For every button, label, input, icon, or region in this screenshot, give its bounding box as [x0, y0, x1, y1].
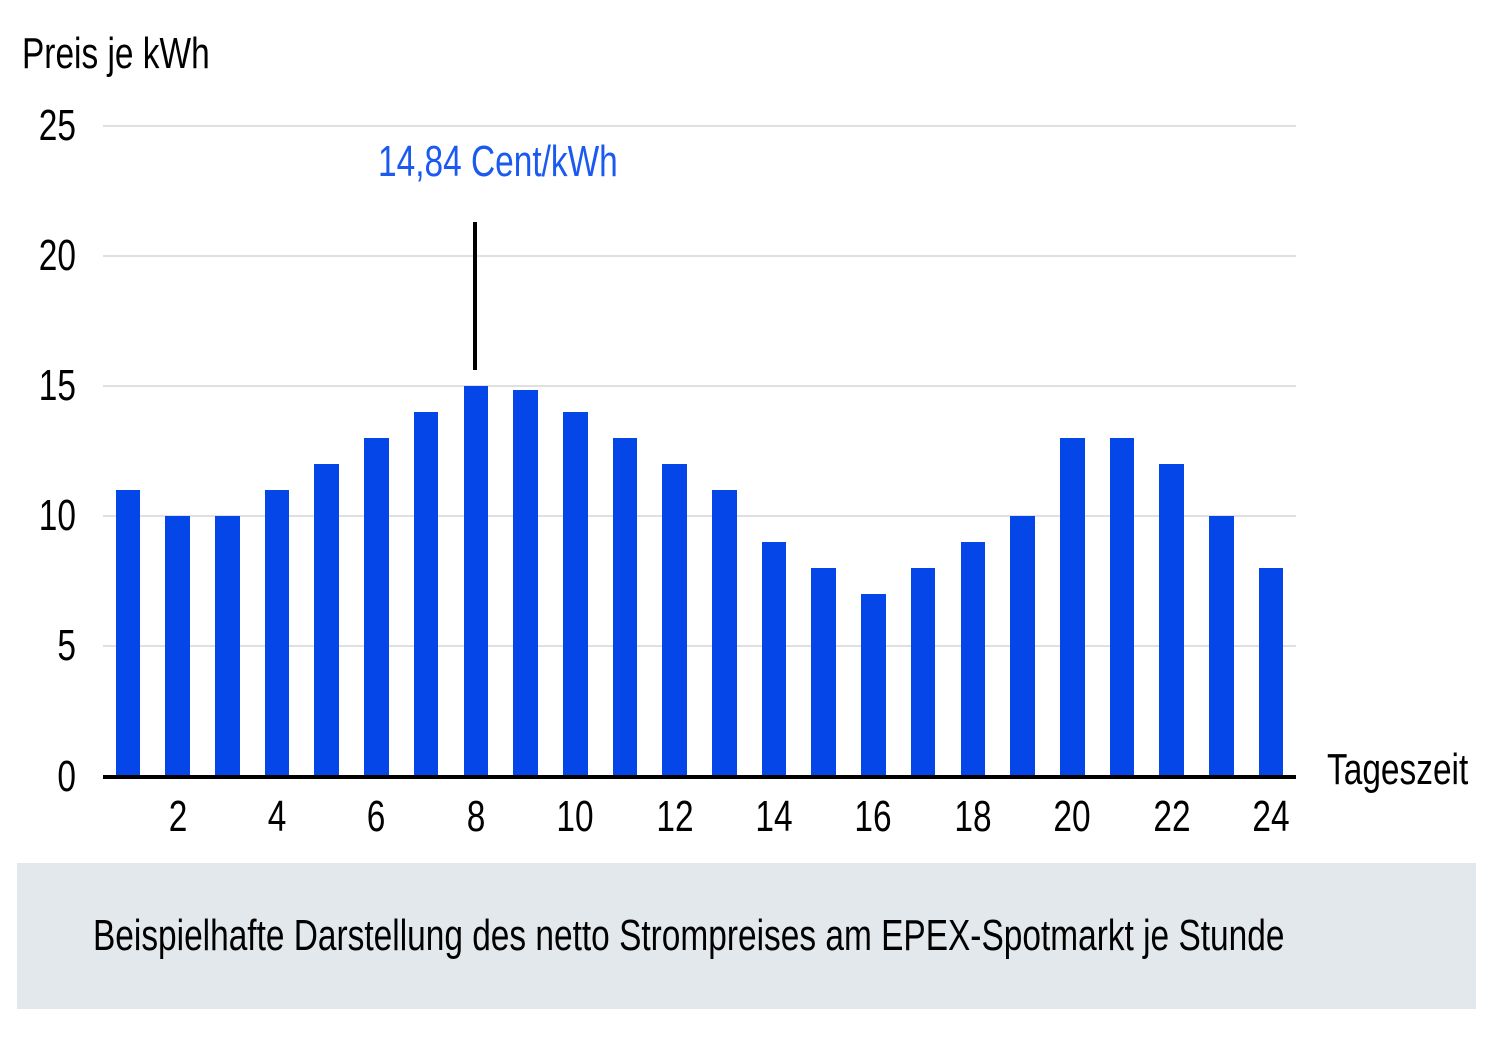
bar-hour-21	[1109, 438, 1135, 779]
bar-hour-11	[612, 438, 638, 779]
bar-hour-4	[264, 490, 290, 779]
gridline-25	[103, 124, 1296, 127]
x-tick-label-20: 20	[1053, 792, 1091, 841]
bar-hour-10	[562, 412, 588, 779]
bar-hour-15	[811, 568, 837, 779]
bar-hour-20	[1060, 438, 1085, 779]
caption-box: Beispielhafte Darstellung des netto Stro…	[17, 863, 1476, 1009]
bar-hour-7	[413, 412, 439, 779]
y-tick-label-20: 20	[38, 230, 76, 280]
x-tick-label-16: 16	[854, 792, 893, 841]
bar-hour-18	[960, 542, 986, 779]
gridline-20	[103, 254, 1296, 257]
bar-hour-17	[910, 568, 936, 779]
annotation-label: 14,84 Cent/kWh	[378, 137, 618, 186]
y-tick-label-25: 25	[38, 100, 76, 150]
x-tick-label-18: 18	[954, 792, 992, 841]
x-tick-label-14: 14	[755, 792, 793, 841]
bar-hour-8	[463, 386, 489, 779]
bar-hour-12	[662, 464, 687, 779]
bar-hour-6	[364, 438, 389, 779]
y-tick-label-0: 0	[57, 751, 76, 801]
chart-title: Preis je kWh	[22, 29, 210, 78]
x-axis-title: Tageszeit	[1327, 745, 1469, 794]
x-tick-label-4: 4	[267, 792, 287, 841]
x-tick-label-6: 6	[367, 792, 386, 841]
y-tick-label-15: 15	[38, 361, 76, 411]
x-tick-label-24: 24	[1252, 792, 1290, 841]
x-tick-label-10: 10	[556, 792, 594, 841]
gridline-10	[103, 515, 1296, 518]
x-tick-label-8: 8	[466, 792, 486, 841]
bar-hour-22	[1159, 464, 1185, 779]
bar-hour-1	[115, 490, 141, 779]
annotation-pointer-line	[473, 222, 477, 370]
x-tick-label-12: 12	[656, 792, 694, 841]
bar-hour-9	[513, 389, 538, 779]
bar-hour-14	[761, 542, 787, 779]
x-tick-label-22: 22	[1153, 792, 1191, 841]
gridline-15	[103, 385, 1296, 388]
y-tick-label-5: 5	[57, 621, 76, 671]
y-tick-label-10: 10	[38, 491, 76, 541]
bar-hour-5	[314, 464, 339, 779]
gridline-5	[103, 645, 1296, 648]
caption-text: Beispielhafte Darstellung des netto Stro…	[93, 911, 1285, 960]
bar-hour-2	[165, 516, 190, 779]
bar-hour-16	[861, 594, 886, 779]
x-tick-label-2: 2	[168, 792, 187, 841]
bar-hour-19	[1010, 516, 1035, 779]
bar-hour-13	[712, 490, 737, 779]
bar-hour-24	[1258, 568, 1284, 779]
bar-hour-3	[214, 516, 240, 779]
bar-hour-23	[1209, 516, 1234, 779]
x-axis-line	[103, 775, 1296, 779]
